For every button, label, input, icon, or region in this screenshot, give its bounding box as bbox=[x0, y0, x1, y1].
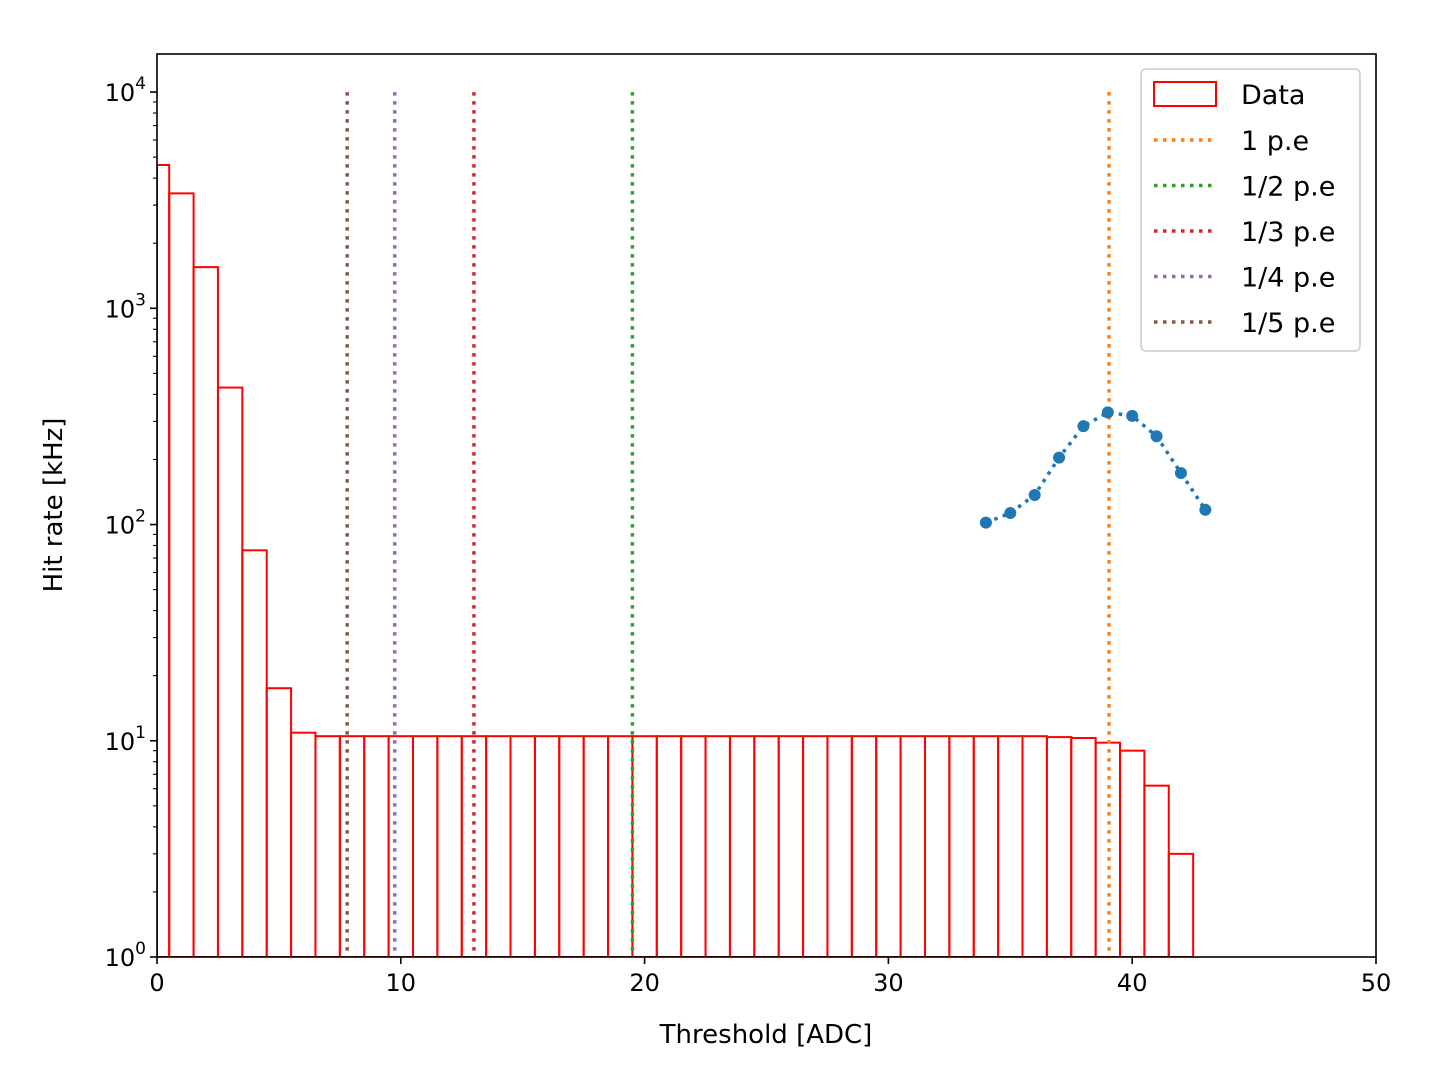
y-tick-base: 10 bbox=[105, 944, 136, 972]
y-tick-base: 10 bbox=[105, 79, 136, 107]
legend-label: 1/5 p.e bbox=[1241, 308, 1335, 339]
histogram-bar bbox=[1167, 852, 1195, 957]
x-tick-label: 0 bbox=[149, 969, 164, 997]
y-tick-base: 10 bbox=[105, 512, 136, 540]
plot-area bbox=[157, 92, 1212, 957]
y-axis-label: Hit rate [kHz] bbox=[39, 418, 69, 593]
histogram-bars bbox=[157, 163, 1195, 957]
fit-point bbox=[1174, 467, 1187, 480]
y-tick-label: 103 bbox=[105, 290, 146, 323]
x-tick-label: 10 bbox=[386, 969, 417, 997]
fit-point bbox=[1053, 451, 1066, 464]
y-tick-base: 10 bbox=[105, 728, 136, 756]
legend-frame bbox=[1140, 68, 1361, 352]
legend-label: 1/4 p.e bbox=[1241, 263, 1335, 294]
fit-point bbox=[1101, 406, 1114, 419]
legend-label: 1/3 p.e bbox=[1241, 217, 1335, 248]
fit-point bbox=[1028, 488, 1041, 501]
x-tick-label: 40 bbox=[1117, 969, 1148, 997]
x-axis-label: Threshold [ADC] bbox=[659, 1020, 873, 1050]
y-tick-exponent: 4 bbox=[135, 74, 146, 94]
y-tick-exponent: 1 bbox=[135, 723, 146, 743]
x-tick-label: 30 bbox=[873, 969, 904, 997]
y-tick-label: 101 bbox=[105, 723, 146, 756]
axes-frame bbox=[156, 53, 1377, 958]
legend-swatch-data bbox=[1153, 81, 1217, 107]
fit-point bbox=[1199, 503, 1212, 516]
fit-points-line bbox=[985, 410, 1207, 525]
legend-label-data: Data bbox=[1241, 80, 1305, 111]
legend-label: 1 p.e bbox=[1241, 126, 1309, 157]
y-tick-exponent: 2 bbox=[135, 507, 146, 527]
y-tick-exponent: 0 bbox=[135, 939, 146, 959]
fit-point bbox=[1150, 430, 1163, 443]
legend-label: 1/2 p.e bbox=[1241, 172, 1335, 203]
threshold-lines bbox=[345, 92, 1111, 957]
x-tick-label: 20 bbox=[629, 969, 660, 997]
y-tick-label: 100 bbox=[105, 939, 146, 972]
y-tick-label: 102 bbox=[105, 507, 146, 540]
axes bbox=[156, 53, 1377, 958]
y-tick-exponent: 3 bbox=[135, 290, 146, 310]
fit-point bbox=[979, 516, 992, 529]
x-tick-label: 50 bbox=[1361, 969, 1392, 997]
fit-point bbox=[1126, 409, 1139, 422]
fit-point bbox=[1004, 507, 1017, 520]
legend: Data 1 p.e 1/2 p.e 1/3 p.e 1/4 p.e 1/5 p.e bbox=[1140, 68, 1361, 352]
fit-point bbox=[1077, 420, 1090, 433]
fit-points bbox=[979, 406, 1212, 529]
y-tick-base: 10 bbox=[105, 295, 136, 323]
y-tick-label: 104 bbox=[105, 74, 146, 107]
